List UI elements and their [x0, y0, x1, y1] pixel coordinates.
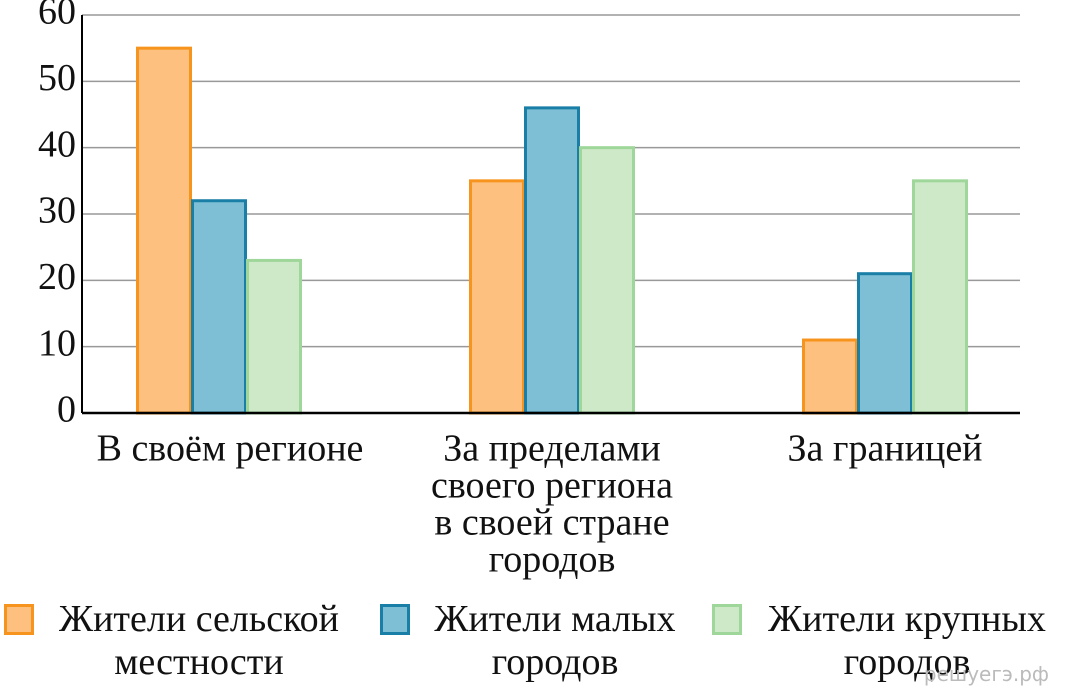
y-tick-label: 30 — [38, 190, 76, 232]
x-tick-label: За пределами — [443, 428, 661, 470]
legend-label: Жители крупных городов — [768, 598, 1046, 683]
x-tick-label: городов — [489, 539, 616, 581]
legend-swatch — [4, 604, 34, 635]
legend-swatch — [380, 604, 410, 635]
bar — [469, 179, 525, 415]
legend-item: Жители крупных городов — [712, 598, 1069, 684]
legend-label: Жители малых городов — [434, 598, 676, 683]
legend-item: Жители сельской местности — [4, 598, 364, 684]
bar — [579, 146, 635, 415]
legend: Жители сельской местности Жители малых го… — [0, 598, 1069, 694]
x-tick-label: в своей стране — [434, 502, 669, 544]
y-tick-label: 60 — [38, 0, 76, 33]
x-tick-label: За границей — [787, 428, 982, 470]
y-tick-label: 0 — [57, 389, 76, 431]
legend-label: Жители сельской местности — [59, 598, 339, 683]
y-tick-label: 10 — [38, 322, 76, 364]
bar — [802, 338, 858, 415]
y-tick-label: 20 — [38, 256, 76, 298]
bar — [857, 272, 913, 415]
legend-item: Жители малых городов — [380, 598, 700, 684]
bar — [524, 106, 580, 415]
x-tick-label: своего региона — [431, 465, 673, 507]
y-tick-label: 40 — [38, 123, 76, 165]
watermark: решуегэ.рф — [923, 662, 1049, 686]
x-tick-label: В своём регионе — [97, 428, 364, 470]
y-tick-label: 50 — [38, 57, 76, 99]
legend-swatch — [712, 604, 742, 635]
bar — [191, 199, 247, 415]
bar — [246, 258, 302, 415]
bar — [912, 179, 968, 415]
bar — [136, 46, 192, 415]
